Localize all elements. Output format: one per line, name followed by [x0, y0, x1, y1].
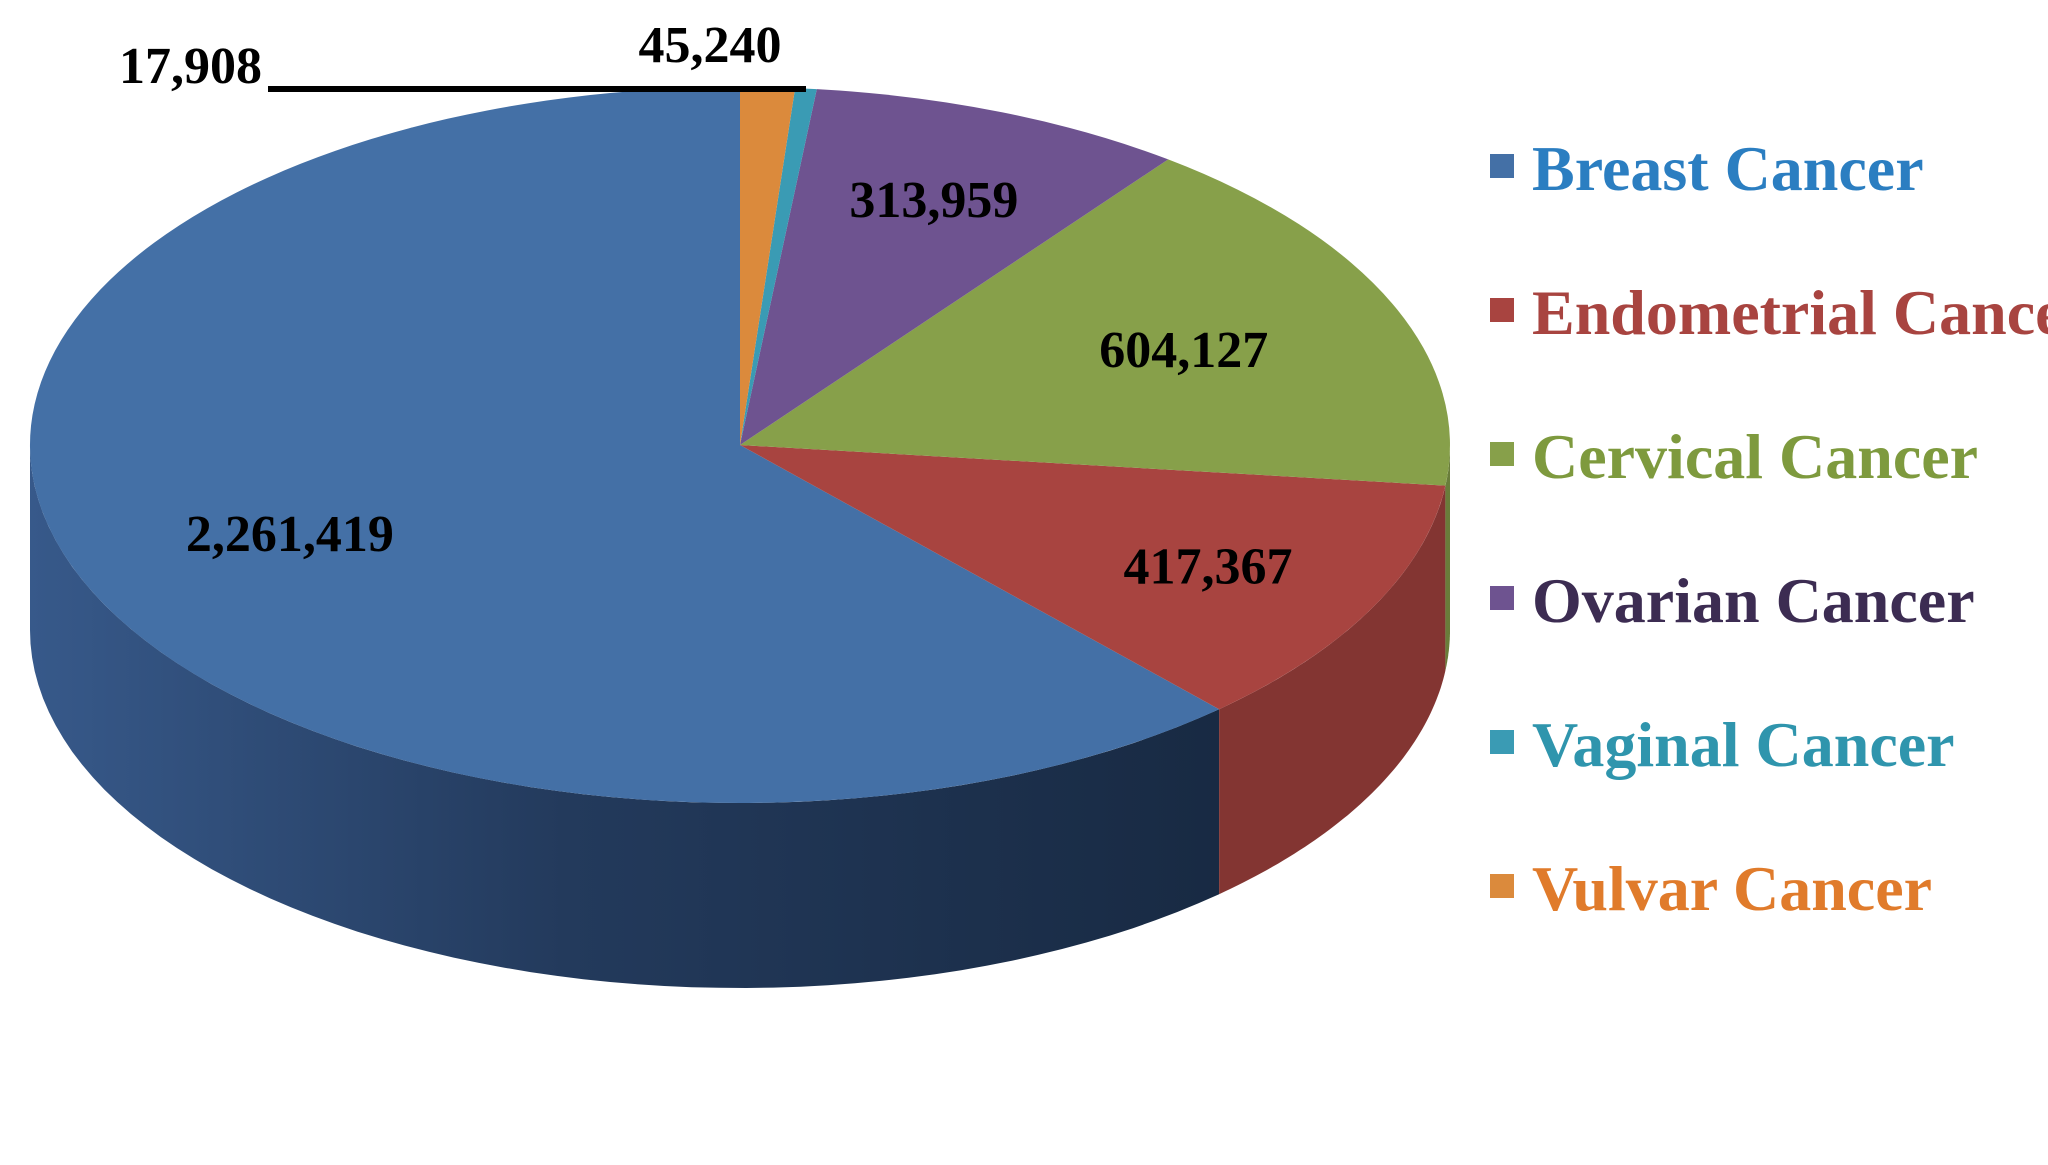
slice-ovarian-cancer [740, 89, 1169, 445]
data-labels: 2,261,419 417,367 604,127 313,959 17,908 45,2… [119, 17, 1293, 595]
side-breast-cancer [30, 445, 1220, 988]
legend-swatch-ovarian-cancer [1490, 586, 1514, 610]
data-label-cervical-cancer: 604,127 [1099, 322, 1268, 379]
legend-label-ovarian-cancer: Ovarian Cancer [1532, 565, 1975, 636]
data-label-endometrial-cancer: 417,367 [1124, 538, 1293, 595]
data-label-vulvar-cancer: 45,240 [639, 17, 782, 74]
side-cervical-cancer [1445, 445, 1450, 671]
legend-item-ovarian-cancer: Ovarian Cancer [1490, 565, 1975, 636]
legend-item-breast-cancer: Breast Cancer [1490, 133, 1924, 204]
legend-swatch-endometrial-cancer [1490, 298, 1514, 322]
legend-swatch-breast-cancer [1490, 154, 1514, 178]
legend-label-endometrial-cancer: Endometrial Cancer [1532, 277, 2048, 348]
data-label-vaginal-cancer: 17,908 [119, 38, 262, 95]
legend-item-vaginal-cancer: Vaginal Cancer [1490, 709, 1955, 780]
slice-vaginal-cancer [740, 88, 817, 445]
legend-item-cervical-cancer: Cervical Cancer [1490, 421, 1978, 492]
legend: Breast Cancer Endometrial Cancer Cervical … [1490, 133, 2048, 924]
slice-vulvar-cancer [740, 87, 796, 445]
legend-label-vaginal-cancer: Vaginal Cancer [1532, 709, 1955, 780]
slice-breast-cancer [29, 87, 1220, 804]
legend-label-breast-cancer: Breast Cancer [1532, 133, 1924, 204]
pie-slices [29, 87, 1450, 804]
slice-cervical-cancer [740, 159, 1450, 486]
legend-label-cervical-cancer: Cervical Cancer [1532, 421, 1978, 492]
legend-swatch-vaginal-cancer [1490, 730, 1514, 754]
data-label-ovarian-cancer: 313,959 [849, 172, 1018, 229]
legend-item-vulvar-cancer: Vulvar Cancer [1490, 853, 1932, 924]
slice-endometrial-cancer [740, 445, 1446, 710]
legend-item-endometrial-cancer: Endometrial Cancer [1490, 277, 2048, 348]
legend-label-vulvar-cancer: Vulvar Cancer [1532, 853, 1932, 924]
legend-swatch-cervical-cancer [1490, 442, 1514, 466]
data-label-breast-cancer: 2,261,419 [186, 506, 394, 563]
pie-side-walls [30, 445, 1450, 988]
side-endometrial-cancer [1219, 485, 1446, 895]
legend-swatch-vulvar-cancer [1490, 874, 1514, 898]
